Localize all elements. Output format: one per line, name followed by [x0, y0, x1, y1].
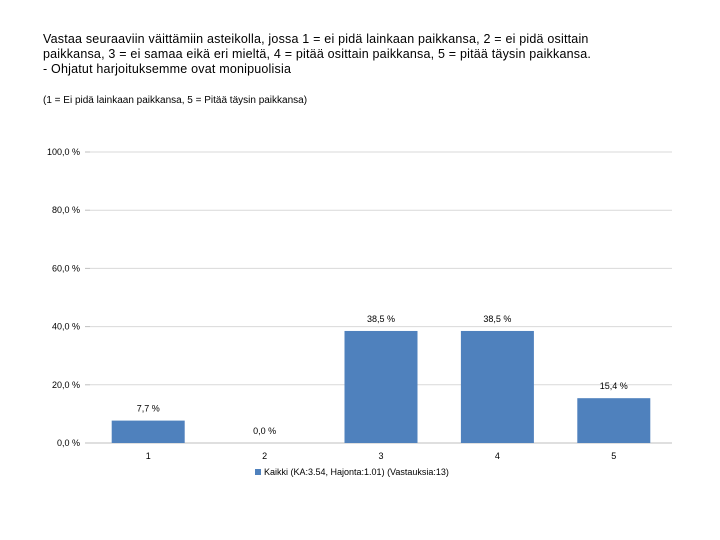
- data-label: 0,0 %: [253, 426, 276, 436]
- bar: [577, 398, 651, 443]
- x-tick-label: 1: [146, 451, 151, 461]
- data-label: 38,5 %: [367, 314, 395, 324]
- x-tick-label: 2: [262, 451, 267, 461]
- legend-label: Kaikki (KA:3.54, Hajonta:1.01) (Vastauks…: [264, 467, 449, 477]
- x-tick-label: 4: [495, 451, 500, 461]
- chart-title-line: - Ohjatut harjoituksemme ovat monipuolis…: [43, 62, 292, 76]
- chart-title-line: paikkansa, 3 = ei samaa eikä eri mieltä,…: [43, 47, 592, 61]
- y-tick-label: 20,0 %: [52, 380, 80, 390]
- chart-title-line: Vastaa seuraaviin väittämiin asteikolla,…: [43, 32, 589, 46]
- chart-subtitle: (1 = Ei pidä lainkaan paikkansa, 5 = Pit…: [43, 95, 308, 106]
- y-tick-label: 80,0 %: [52, 205, 80, 215]
- y-tick-label: 0,0 %: [57, 438, 80, 448]
- y-tick-label: 100,0 %: [47, 147, 80, 157]
- data-label: 7,7 %: [137, 404, 160, 414]
- data-label: 15,4 %: [600, 381, 628, 391]
- y-tick-label: 60,0 %: [52, 263, 80, 273]
- bar: [111, 420, 185, 443]
- bar: [460, 330, 534, 443]
- data-label: 38,5 %: [483, 314, 511, 324]
- chart-title: Vastaa seuraaviin väittämiin asteikolla,…: [43, 32, 693, 77]
- y-tick-label: 40,0 %: [52, 322, 80, 332]
- bar: [344, 330, 418, 443]
- x-tick-label: 3: [378, 451, 383, 461]
- x-tick-label: 5: [611, 451, 616, 461]
- legend-swatch: [255, 469, 261, 475]
